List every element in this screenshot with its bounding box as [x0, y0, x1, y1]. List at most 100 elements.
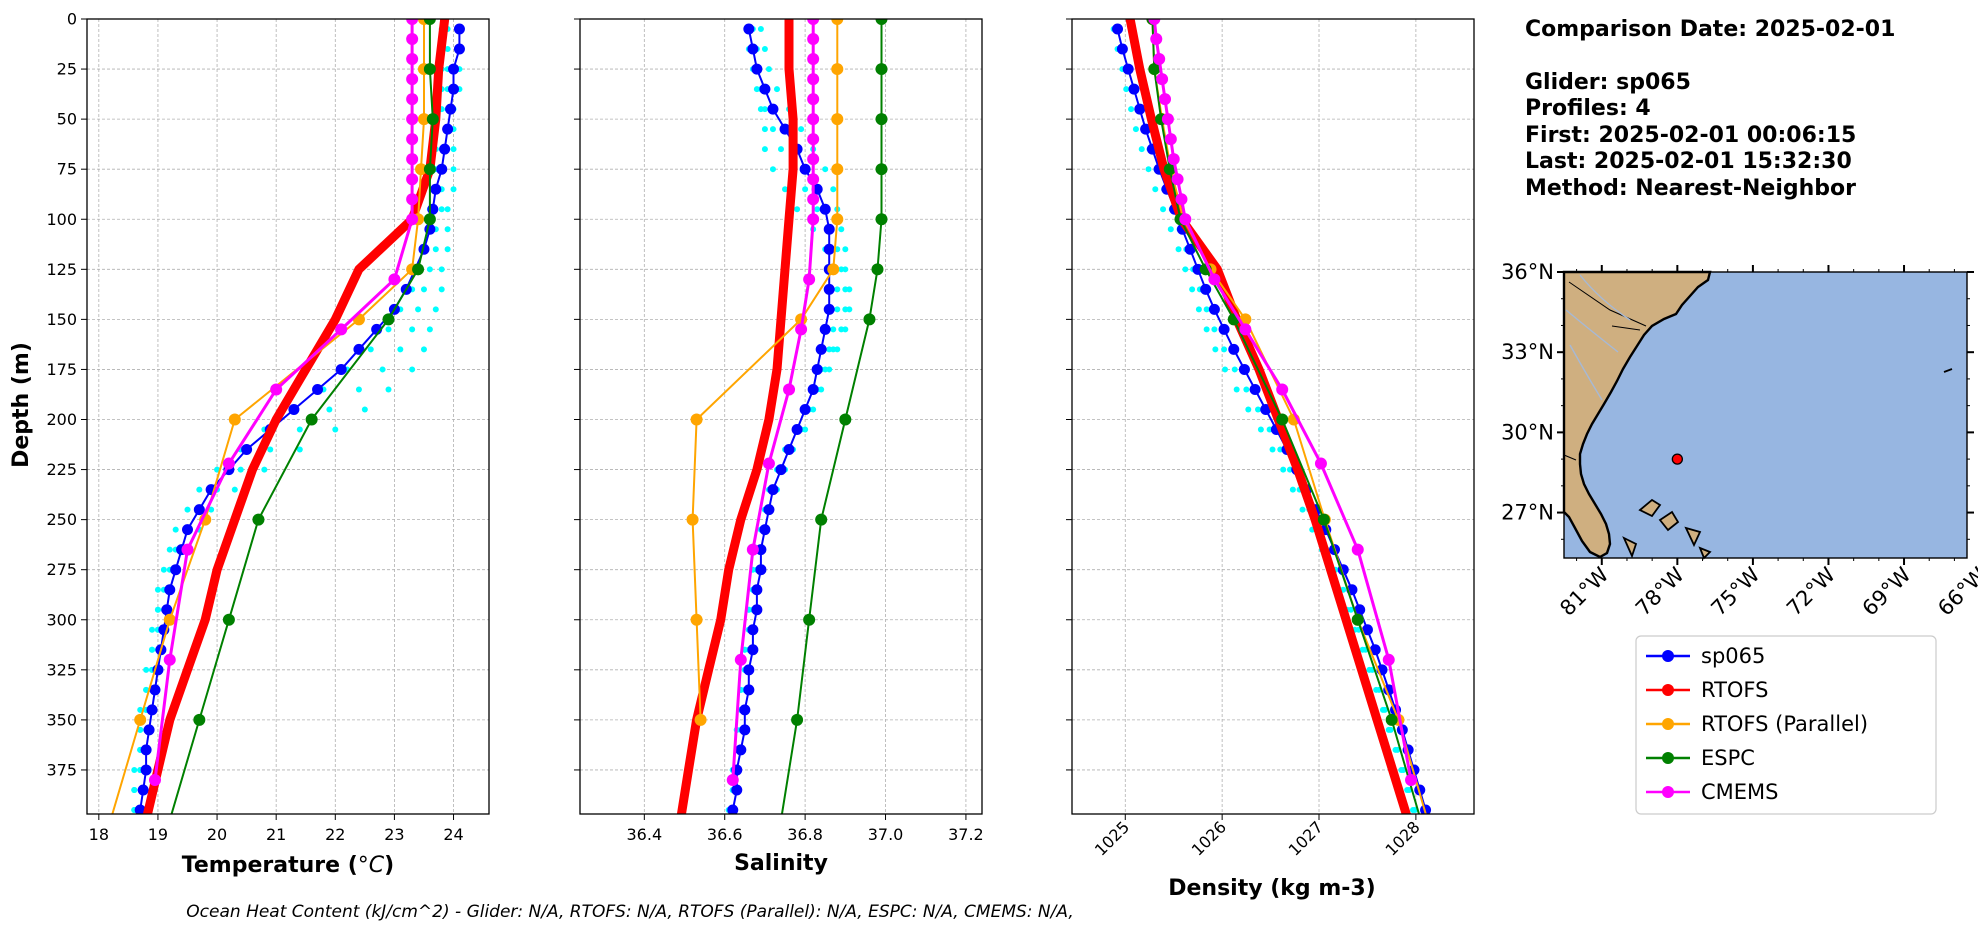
espc-point [1163, 163, 1176, 176]
glider-profile-point [1257, 426, 1264, 433]
sp065-point [755, 564, 767, 576]
glider-profile-point [409, 326, 416, 333]
sp065-point [1361, 624, 1373, 636]
legend-label-cmems: CMEMS [1701, 780, 1779, 804]
cmems-point [1150, 33, 1163, 46]
map-land [1562, 270, 1712, 559]
espc-point [1276, 413, 1289, 426]
sp065-point [312, 383, 324, 395]
glider-profile-point [1233, 386, 1240, 393]
sp065-point [739, 724, 751, 736]
glider-profile-point [761, 106, 768, 113]
cmems-point [1164, 133, 1177, 146]
sp065-point [815, 343, 827, 355]
espc-point [412, 263, 425, 276]
rtofs-parallel-point [831, 19, 844, 25]
glider-profile-point [208, 506, 215, 513]
cmems-point [1405, 773, 1418, 786]
cmems-point [807, 113, 820, 126]
sp065-point [193, 504, 205, 516]
y-tick-label: 375 [46, 760, 77, 779]
glider-profile-point [385, 326, 392, 333]
cmems-point [1208, 273, 1221, 286]
sp065-point [1238, 363, 1250, 375]
cmems-point [807, 133, 820, 146]
glider-profile-point [822, 166, 829, 173]
x-tick-label: 20 [207, 825, 227, 844]
rtofs-parallel-point [228, 413, 241, 426]
x-tick-label: 22 [325, 825, 345, 844]
sp065-point [727, 804, 739, 814]
sp065-point [453, 43, 465, 55]
x-tick-label: 36.8 [787, 825, 823, 844]
espc-line [1151, 19, 1421, 814]
sp065-point [164, 584, 176, 596]
cmems-point [1171, 173, 1184, 186]
sp065-point [448, 63, 460, 75]
map-state-borders [1563, 281, 1647, 461]
ocean-heat-content-footer: Ocean Heat Content (kJ/cm^2) - Glider: N… [186, 902, 1073, 922]
sp065-point [1116, 43, 1128, 55]
glider-profile-point [846, 306, 853, 313]
sp065-point [445, 103, 457, 115]
sp065-point [751, 584, 763, 596]
glider-profile-point [1269, 446, 1276, 453]
sp065-point [739, 704, 751, 716]
y-tick-label: 225 [46, 460, 77, 479]
legend-marker-rtofs [1662, 684, 1674, 696]
legend-label-rtofs-parallel: RTOFS (Parallel) [1701, 712, 1868, 736]
sp065-point [759, 524, 771, 536]
map-lat-label: 36°N [1501, 260, 1554, 284]
sp065-line [731, 28, 831, 811]
espc-point [791, 713, 804, 726]
glider-profile-point [757, 26, 764, 33]
y-tick-label: 250 [46, 510, 77, 529]
glider-profile-point [1160, 206, 1167, 213]
glider-profile-point [444, 246, 451, 253]
sp065-point [1228, 343, 1240, 355]
x-tick-label: 1026 [1188, 817, 1230, 859]
legend-marker-sp065 [1662, 650, 1674, 662]
x-tick-label: 36.6 [707, 825, 743, 844]
glider-profile-point [814, 206, 821, 213]
glider-profile-point [842, 246, 849, 253]
x-tick-label: 24 [443, 825, 463, 844]
espc-line [170, 19, 434, 814]
map-lat-label: 33°N [1501, 340, 1554, 364]
rtofs-parallel-point [690, 413, 703, 426]
glider-profile-point [361, 406, 368, 413]
cmems-point [406, 93, 419, 106]
y-tick-label: 25 [57, 60, 77, 79]
glider-profile-point [1254, 406, 1261, 413]
sp065-point [823, 243, 835, 255]
glider-profile-point [834, 286, 841, 293]
cmems-point [807, 93, 820, 106]
sp065-point [819, 203, 831, 215]
cmems-point [807, 33, 820, 46]
cmems-point [388, 273, 401, 286]
rtofs-parallel-point [415, 163, 428, 176]
glider-profile-point [450, 166, 457, 173]
sp065-point [763, 504, 775, 516]
espc-point [839, 413, 852, 426]
sp065-point [140, 744, 152, 756]
glider-profile-point [842, 326, 849, 333]
sp065-point [759, 83, 771, 95]
rtofs-parallel-point [831, 213, 844, 226]
sp065-point [170, 564, 182, 576]
glider-profile-point [1203, 306, 1210, 313]
sp065-point [743, 664, 755, 676]
sp065-point [448, 83, 460, 95]
rtofs-parallel-point [831, 63, 844, 76]
sp065-point [143, 724, 155, 736]
glider-profile-point [231, 486, 238, 493]
glider-profile-point [267, 446, 274, 453]
glider-profile-point [149, 626, 156, 633]
sp065-point [767, 103, 779, 115]
x-tick-label: 23 [384, 825, 404, 844]
map-lat-label: 27°N [1501, 501, 1554, 525]
glider-profile-point [1132, 126, 1139, 133]
rtofs-line [676, 19, 798, 814]
map-lon-label: 72°W [1782, 562, 1840, 620]
x-tick-label: 1028 [1381, 817, 1423, 859]
